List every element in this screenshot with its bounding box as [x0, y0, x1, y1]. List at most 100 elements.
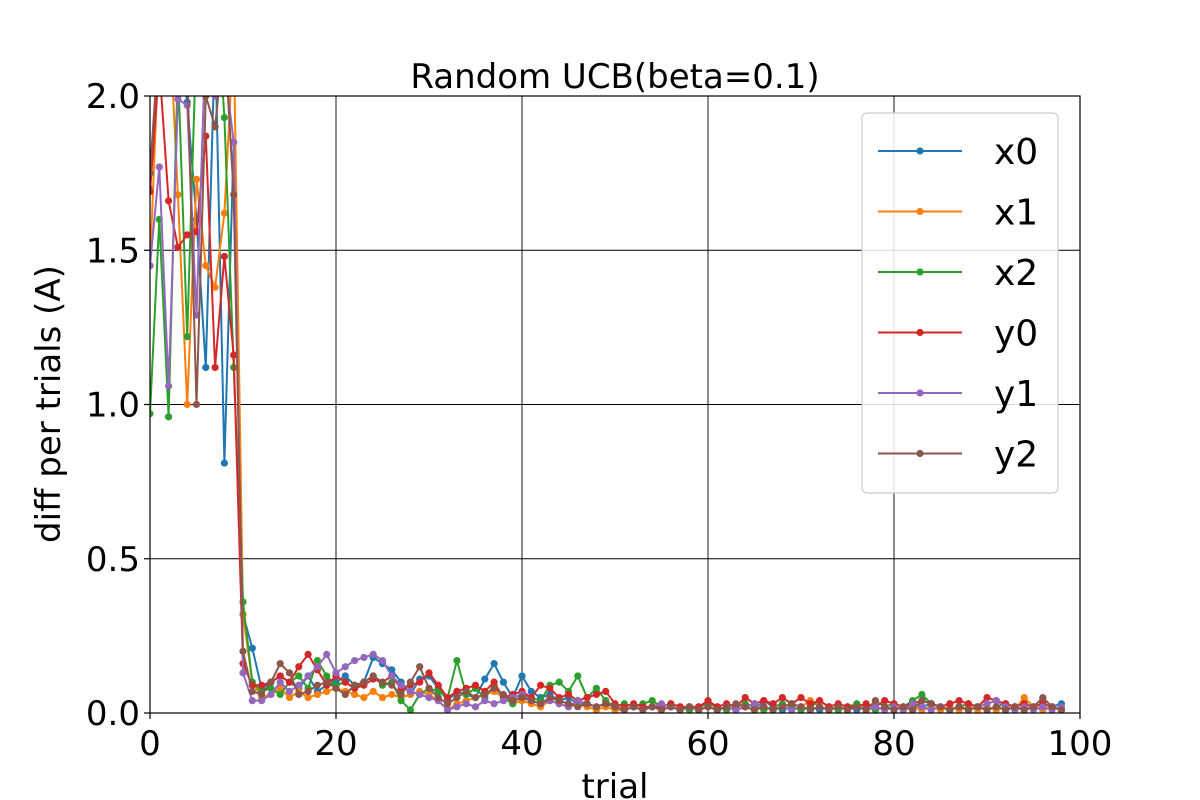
data-point-y0 — [741, 693, 749, 702]
legend-marker-y2 — [916, 449, 924, 458]
data-point-y2 — [230, 191, 238, 199]
data-point-y2 — [369, 672, 377, 680]
data-point-y1 — [397, 681, 405, 689]
data-point-y2 — [964, 706, 972, 713]
data-point-x2 — [313, 656, 321, 665]
data-point-y1 — [992, 697, 1000, 705]
data-point-y2 — [899, 703, 907, 711]
data-point-y0 — [946, 700, 954, 708]
data-point-y2 — [518, 693, 526, 702]
data-point-y2 — [909, 706, 917, 713]
data-point-y2 — [1057, 706, 1065, 713]
data-point-y2 — [304, 687, 312, 696]
data-point-y0 — [220, 252, 228, 261]
data-point-y1 — [239, 669, 247, 677]
data-point-x1 — [183, 400, 191, 409]
data-point-y0 — [816, 697, 824, 705]
data-point-y2 — [490, 684, 498, 692]
data-point-y0 — [778, 693, 787, 702]
data-point-y2 — [509, 697, 517, 705]
legend-marker-x2 — [916, 268, 924, 276]
data-point-x1 — [1020, 693, 1028, 702]
data-point-y2 — [974, 703, 982, 711]
data-point-y0 — [174, 243, 182, 251]
data-point-x1 — [369, 687, 377, 696]
data-point-y1 — [378, 656, 387, 665]
data-point-x2 — [150, 410, 154, 418]
data-point-y2 — [741, 703, 749, 711]
legend-marker-x1 — [916, 207, 924, 216]
data-point-y0 — [258, 681, 266, 689]
data-point-y2 — [602, 700, 610, 708]
data-point-y2 — [397, 690, 405, 699]
data-point-y2 — [620, 706, 628, 713]
data-point-y1 — [313, 663, 321, 671]
data-point-x0 — [499, 678, 507, 686]
data-point-y0 — [285, 678, 294, 686]
data-point-y0 — [769, 700, 777, 708]
legend: x0 x1 x2 y0 y1 y2 — [861, 112, 1059, 494]
data-point-y2 — [406, 678, 414, 686]
data-point-x1 — [304, 693, 312, 702]
data-point-y0 — [304, 650, 312, 658]
data-point-y2 — [378, 678, 387, 686]
data-point-y0 — [797, 693, 805, 702]
legend-item-y1: y1 — [878, 374, 1038, 415]
data-point-y1 — [304, 672, 312, 680]
data-point-y1 — [983, 700, 991, 708]
legend-item-y2: y2 — [878, 435, 1038, 476]
data-point-y2 — [769, 706, 777, 713]
data-point-x0 — [527, 687, 535, 696]
data-point-y2 — [202, 96, 210, 100]
data-point-y2 — [555, 697, 563, 705]
data-point-y2 — [211, 123, 219, 131]
data-point-x0 — [220, 459, 228, 467]
data-point-y2 — [351, 681, 359, 689]
data-point-x2 — [276, 690, 284, 699]
data-point-y1 — [927, 706, 935, 713]
data-point-y0 — [165, 197, 173, 205]
data-point-x0 — [490, 660, 498, 668]
data-point-y1 — [332, 669, 340, 677]
data-point-y2 — [983, 706, 991, 713]
data-point-x2 — [295, 672, 303, 680]
data-point-x2 — [453, 656, 461, 665]
x-axis-label: trial — [581, 767, 648, 800]
data-point-y2 — [843, 706, 852, 713]
data-point-x1 — [378, 693, 387, 702]
data-point-y1 — [155, 163, 163, 171]
data-point-y0 — [546, 684, 554, 692]
data-point-y1 — [909, 700, 917, 708]
y-tick-label: 1.5 — [86, 231, 140, 271]
data-point-y2 — [750, 706, 759, 713]
data-point-y2 — [825, 706, 833, 713]
data-point-y1 — [471, 703, 480, 711]
data-point-y1 — [490, 700, 498, 708]
data-point-y2 — [341, 690, 349, 699]
data-point-y2 — [462, 687, 470, 696]
data-point-y1 — [323, 650, 331, 658]
data-point-y1 — [150, 262, 154, 270]
y-axis-label: diff per trials (A) — [29, 265, 69, 543]
data-point-y2 — [574, 703, 582, 711]
data-point-y0 — [230, 351, 238, 359]
data-point-y2 — [713, 706, 721, 713]
data-point-y1 — [416, 690, 424, 699]
data-point-y2 — [871, 697, 880, 705]
data-point-y0 — [211, 363, 219, 372]
data-point-y1 — [183, 101, 191, 109]
data-point-y0 — [760, 697, 768, 705]
data-point-y2 — [360, 678, 368, 686]
data-point-x1 — [211, 283, 219, 291]
data-point-y1 — [276, 678, 284, 686]
legend-marker-y0 — [916, 328, 924, 337]
data-point-y2 — [685, 703, 694, 711]
data-point-y1 — [1039, 703, 1047, 711]
data-point-y2 — [1048, 703, 1056, 711]
data-point-y2 — [992, 703, 1000, 711]
data-point-y1 — [211, 96, 219, 100]
data-point-y2 — [723, 703, 731, 711]
legend-label-x0: x0 — [994, 132, 1038, 173]
data-point-y2 — [704, 703, 712, 711]
data-point-x2 — [183, 333, 191, 341]
